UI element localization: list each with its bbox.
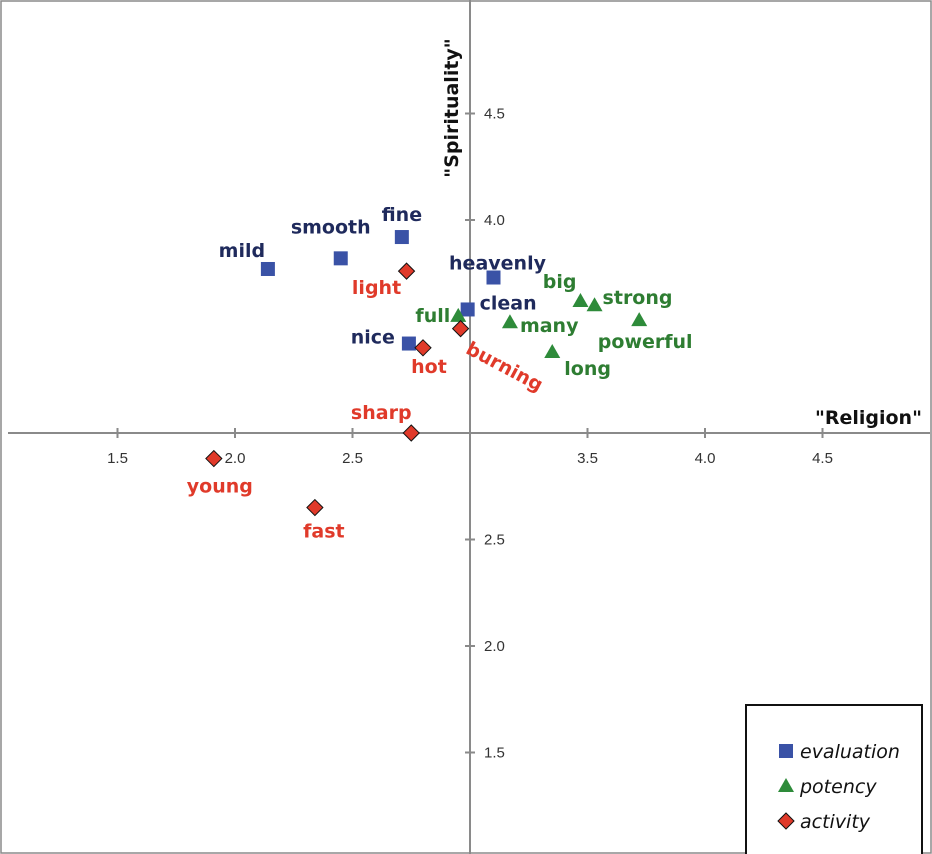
potency-point-strong: [586, 297, 603, 312]
activity-point-fast: [306, 498, 324, 517]
potency-point-full: [450, 307, 467, 322]
potency-point-long: [544, 344, 561, 359]
point-label-clean: clean: [480, 292, 537, 314]
point-label-smooth: smooth: [291, 216, 371, 238]
point-label-powerful: powerful: [598, 331, 693, 353]
x-tick-label: 4.5: [812, 450, 833, 467]
point-labels: mild smooth fine heavenly clean nice full big st…: [187, 204, 693, 543]
evaluation-point-nice: [401, 336, 416, 351]
evaluation-point-mild: [260, 261, 275, 276]
activity-point-hot: [414, 339, 432, 357]
legend-marker-activity: [777, 812, 795, 830]
point-label-big: big: [543, 271, 577, 293]
point-label-mild: mild: [219, 240, 265, 262]
point-label-nice: nice: [351, 327, 395, 349]
evaluation-point-clean: [460, 302, 475, 317]
legend: evaluation potency activity: [745, 704, 923, 854]
tick-marks: 1.5 2.0 2.5 3.5 4.0 4.5 1.5 2.0 2.5 4.0 4.5: [107, 106, 833, 762]
evaluation-point-heavenly: [486, 270, 501, 285]
x-tick-label: 2.5: [342, 450, 363, 467]
activity-point-burning: [451, 319, 470, 338]
legend-marker-potency: [778, 778, 794, 792]
y-tick-label: 4.0: [484, 212, 505, 229]
point-label-full: full: [415, 305, 450, 327]
point-label-long: long: [564, 358, 611, 380]
x-tick-label: 3.5: [577, 450, 598, 467]
activity-point-sharp: [402, 424, 420, 442]
y-axis-title: "Spirituality": [441, 38, 463, 177]
point-label-many: many: [520, 315, 579, 337]
y-tick-label: 2.5: [484, 532, 505, 549]
legend-label-potency: potency: [799, 776, 877, 798]
activity-point-young: [205, 449, 223, 468]
potency-point-powerful: [631, 312, 648, 327]
x-tick-label: 4.0: [695, 450, 716, 467]
potency-point-many: [501, 314, 518, 329]
data-points: [205, 230, 648, 517]
point-label-sharp: sharp: [351, 402, 412, 424]
point-label-fine: fine: [382, 204, 423, 226]
point-label-heavenly: heavenly: [449, 253, 547, 275]
point-label-young: young: [187, 476, 253, 498]
y-tick-label: 1.5: [484, 745, 505, 762]
x-axis-title: "Religion": [815, 407, 922, 429]
point-label-fast: fast: [303, 521, 344, 543]
legend-box: [745, 704, 923, 854]
activity-point-light: [397, 262, 416, 280]
legend-marker-evaluation: [779, 744, 793, 758]
evaluation-point-smooth: [333, 251, 348, 266]
legend-label-activity: activity: [800, 811, 871, 833]
point-label-burning: burning: [462, 338, 546, 397]
point-label-light: light: [352, 277, 401, 299]
point-label-strong: strong: [603, 287, 673, 309]
x-tick-label: 2.0: [225, 450, 246, 467]
legend-label-evaluation: evaluation: [800, 741, 900, 763]
evaluation-point-fine: [394, 230, 409, 245]
y-tick-label: 2.0: [484, 638, 505, 655]
x-tick-label: 1.5: [107, 450, 128, 467]
y-tick-label: 4.5: [484, 106, 505, 123]
point-label-hot: hot: [411, 356, 447, 378]
potency-point-big: [572, 292, 589, 307]
